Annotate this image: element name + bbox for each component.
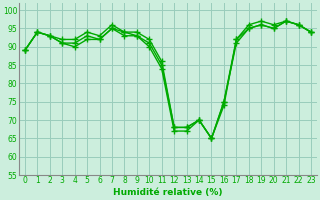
X-axis label: Humidité relative (%): Humidité relative (%) <box>113 188 223 197</box>
